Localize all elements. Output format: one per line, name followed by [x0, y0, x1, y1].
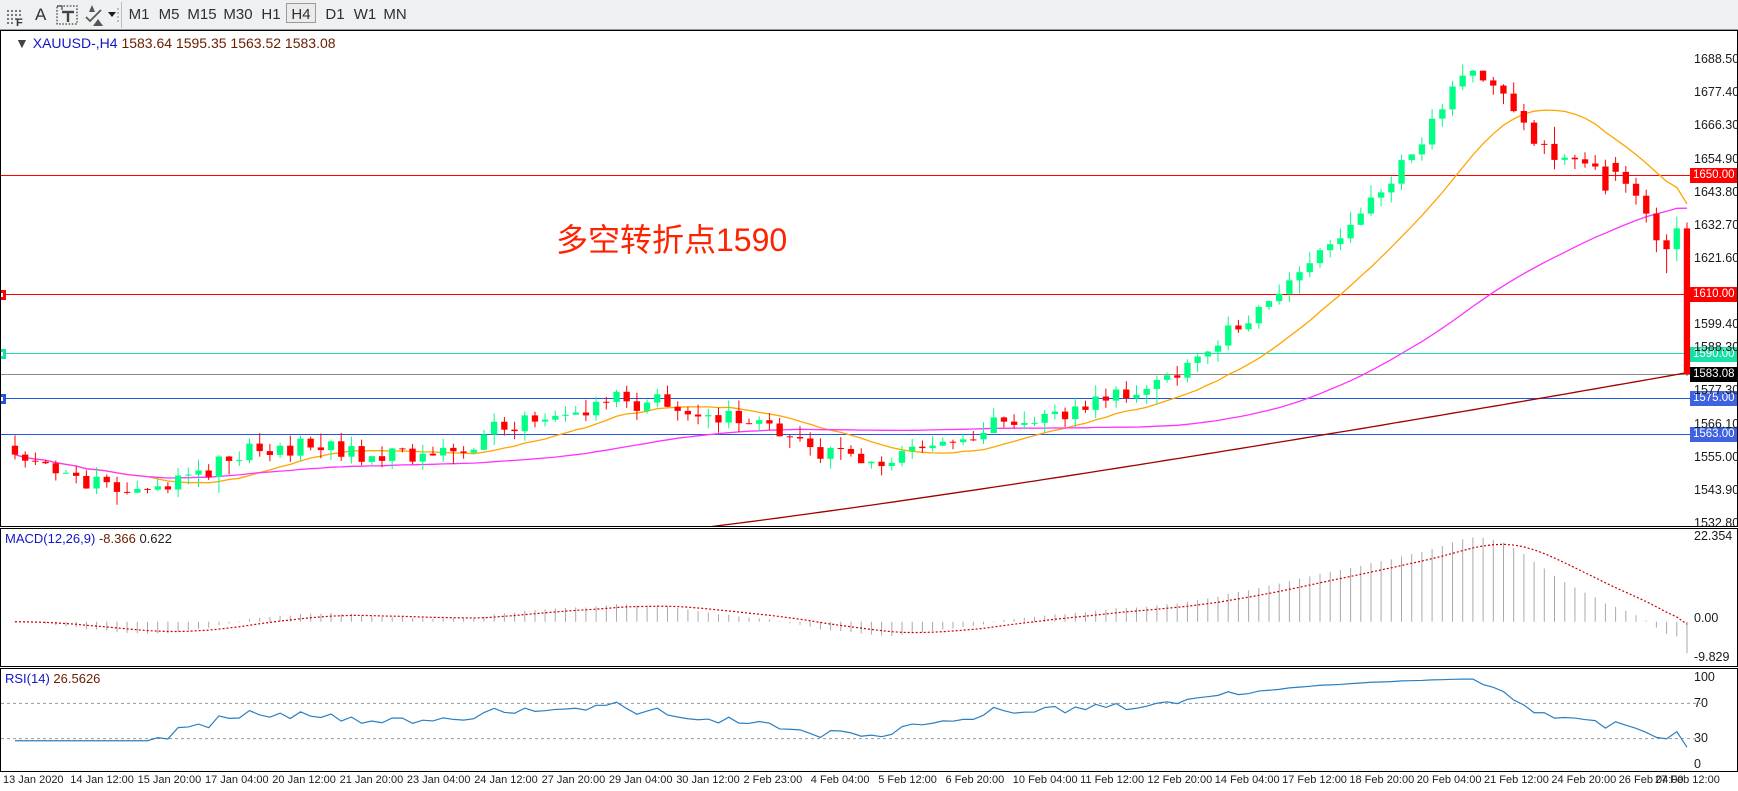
- svg-text:A: A: [35, 5, 47, 24]
- svg-text:F: F: [16, 17, 23, 29]
